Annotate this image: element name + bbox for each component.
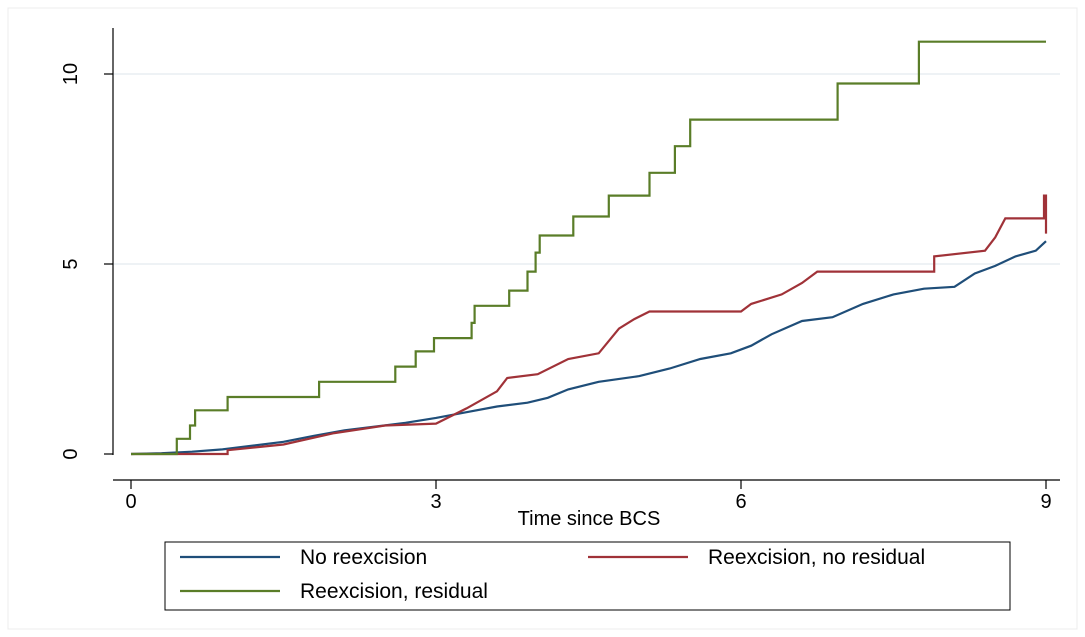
legend-box bbox=[164, 541, 1011, 611]
x-axis-title: Time since BCS bbox=[518, 508, 661, 530]
x-tick-label: 3 bbox=[430, 491, 441, 513]
legend-label-3: Reexcision, residual bbox=[300, 580, 488, 603]
chart-background bbox=[7, 7, 1078, 630]
y-tick-label: 0 bbox=[60, 448, 82, 459]
y-tick-label: 5 bbox=[60, 258, 82, 269]
x-tick-label: 6 bbox=[735, 491, 746, 513]
x-tick-label: 0 bbox=[125, 491, 136, 513]
grid-layer bbox=[113, 73, 1060, 265]
series-line-1 bbox=[130, 240, 1047, 456]
legend: No reexcision Reexcision, no residual Reex… bbox=[164, 541, 1011, 611]
x-tick-label: 9 bbox=[1040, 491, 1051, 513]
legend-label-2: Reexcision, no residual bbox=[708, 546, 925, 569]
series-line-3 bbox=[131, 40, 1046, 456]
series-line-2 bbox=[131, 194, 1048, 456]
legend-label-1: No reexcision bbox=[300, 546, 427, 569]
y-tick-label: 10 bbox=[60, 63, 82, 85]
axis-layer bbox=[112, 28, 1060, 481]
tick-layer: 0 5 10 0 3 6 9 bbox=[60, 63, 1052, 513]
series-layer bbox=[130, 40, 1048, 456]
